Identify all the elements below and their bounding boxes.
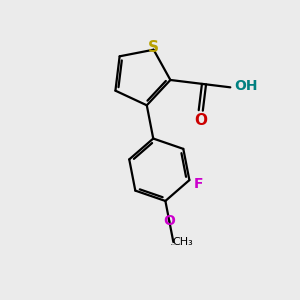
Text: O: O xyxy=(164,214,175,228)
Text: methyl: methyl xyxy=(171,244,176,245)
Text: OH: OH xyxy=(234,80,257,94)
Text: O: O xyxy=(194,113,207,128)
Text: F: F xyxy=(194,177,203,191)
Text: S: S xyxy=(148,40,159,55)
Text: CH₃: CH₃ xyxy=(172,237,193,247)
